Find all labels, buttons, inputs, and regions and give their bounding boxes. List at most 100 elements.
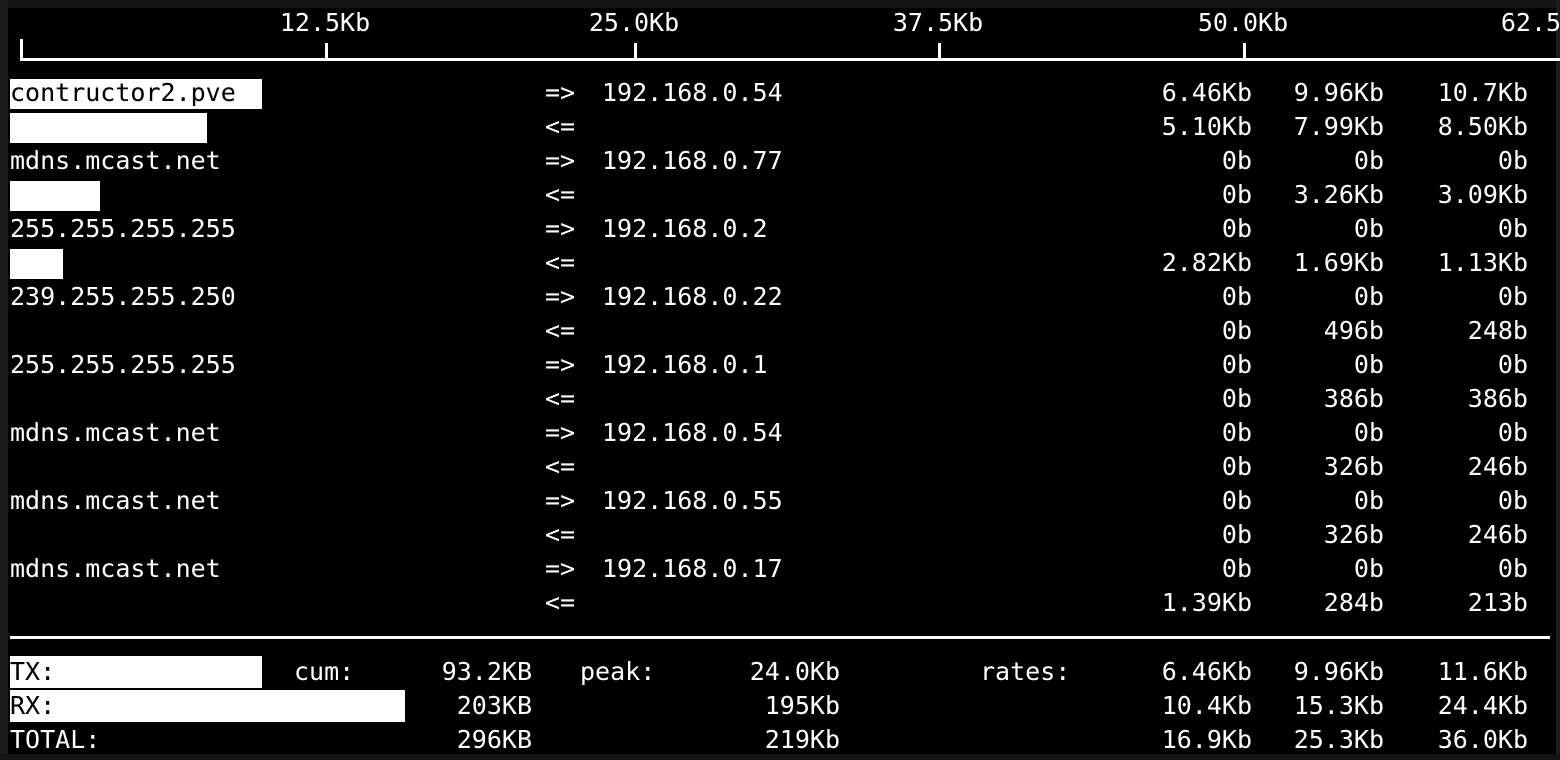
table-row[interactable]: mdns.mcast.net => 192.168.0.77 0b 0b 0b <= 0b 3.… [0, 144, 1560, 212]
direction-send-arrow-icon: => [545, 282, 576, 311]
window-right-edge [1556, 0, 1560, 760]
send-rate-value: 0b [1221, 486, 1252, 515]
recv-bandwidth-bar [10, 181, 100, 211]
connection-recv-line[interactable]: <= 0b 326b 246b [0, 518, 1560, 552]
peer-host-label: 192.168.0.54 [602, 418, 783, 447]
summary-row-label: TX: [10, 657, 56, 686]
connection-send-line[interactable]: 255.255.255.255 => 192.168.0.1 0b 0b 0b [0, 348, 1560, 382]
connection-send-line[interactable]: 255.255.255.255 => 192.168.0.2 0b 0b 0b [0, 212, 1560, 246]
cumulative-value: 93.2KB [441, 657, 532, 686]
peer-host-label: 192.168.0.54 [602, 78, 783, 107]
recv-rate-value: 1.69Kb [1293, 248, 1384, 277]
connection-table[interactable]: contructor2.pve => 192.168.0.54 6.46Kb 9.96K… [0, 76, 1560, 630]
peak-value: 24.0Kb [749, 657, 840, 686]
direction-recv-arrow-icon: <= [545, 520, 576, 549]
peer-host-label: 192.168.0.77 [602, 146, 783, 175]
connection-send-line[interactable]: mdns.mcast.net => 192.168.0.54 0b 0b 0b [0, 416, 1560, 450]
recv-rate-value: 496b [1323, 316, 1384, 345]
connection-send-line[interactable]: 239.255.255.250 => 192.168.0.22 0b 0b 0b [0, 280, 1560, 314]
traffic-summary: TX: cum: peak: rates: 93.2KB 24.0Kb 6.46Kb 9.96… [0, 655, 1560, 760]
connection-send-line[interactable]: mdns.mcast.net => 192.168.0.17 0b 0b 0b [0, 552, 1560, 586]
table-row[interactable]: mdns.mcast.net => 192.168.0.54 0b 0b 0b <= 0b 32… [0, 416, 1560, 484]
direction-send-arrow-icon: => [545, 214, 576, 243]
local-host-label: mdns.mcast.net [10, 418, 221, 447]
summary-rate-value: 24.4Kb [1437, 691, 1528, 720]
send-rate-value: 0b [1497, 350, 1528, 379]
send-rate-value: 0b [1497, 282, 1528, 311]
peer-host-label: 192.168.0.2 [602, 214, 768, 243]
axis-tick [634, 43, 637, 61]
recv-rate-value: 1.39Kb [1161, 588, 1252, 617]
send-rate-value: 0b [1221, 146, 1252, 175]
peak-value: 219Kb [764, 725, 840, 754]
peak-label: peak: [580, 657, 656, 686]
local-host-label: 255.255.255.255 [10, 214, 236, 243]
summary-rate-value: 36.0Kb [1437, 725, 1528, 754]
scale-label: 50.0Kb [1197, 8, 1289, 37]
recv-bandwidth-bar [10, 113, 207, 143]
recv-rate-value: 7.99Kb [1293, 112, 1384, 141]
table-row[interactable]: 255.255.255.255 => 192.168.0.2 0b 0b 0b <= 2.82… [0, 212, 1560, 280]
connection-recv-line[interactable]: <= 2.82Kb 1.69Kb 1.13Kb [0, 246, 1560, 280]
send-rate-value: 0b [1353, 214, 1384, 243]
summary-row-label: RX: [10, 691, 56, 720]
recv-rate-value: 326b [1323, 520, 1384, 549]
scale-label: 37.5Kb [892, 8, 984, 37]
summary-rate-value: 11.6Kb [1437, 657, 1528, 686]
direction-recv-arrow-icon: <= [545, 452, 576, 481]
direction-recv-arrow-icon: <= [545, 316, 576, 345]
connection-send-line[interactable]: contructor2.pve => 192.168.0.54 6.46Kb 9.96K… [0, 76, 1560, 110]
direction-send-arrow-icon: => [545, 78, 576, 107]
connection-recv-line[interactable]: <= 0b 3.26Kb 3.09Kb [0, 178, 1560, 212]
direction-send-arrow-icon: => [545, 418, 576, 447]
peer-host-label: 192.168.0.55 [602, 486, 783, 515]
summary-rate-value: 10.4Kb [1161, 691, 1252, 720]
send-rate-value: 0b [1497, 486, 1528, 515]
table-row[interactable]: contructor2.pve => 192.168.0.54 6.46Kb 9.96K… [0, 76, 1560, 144]
send-rate-value: 10.7Kb [1437, 78, 1528, 107]
send-rate-value: 0b [1353, 486, 1384, 515]
summary-rate-value: 6.46Kb [1161, 657, 1252, 686]
direction-recv-arrow-icon: <= [545, 588, 576, 617]
table-row[interactable]: mdns.mcast.net => 192.168.0.17 0b 0b 0b <= 1.39… [0, 552, 1560, 620]
rates-label: rates: [980, 657, 1071, 686]
recv-rate-value: 0b [1221, 180, 1252, 209]
table-row[interactable]: mdns.mcast.net => 192.168.0.55 0b 0b 0b <= 0b 32… [0, 484, 1560, 552]
table-row[interactable]: 239.255.255.250 => 192.168.0.22 0b 0b 0b <= 0b 4… [0, 280, 1560, 348]
scale-label: 25.0Kb [588, 8, 680, 37]
send-rate-value: 0b [1497, 554, 1528, 583]
summary-row: RX: 203KB 195Kb 10.4Kb 15.3Kb 24.4Kb [0, 689, 1560, 723]
summary-bandwidth-bar [10, 690, 405, 722]
bandwidth-scale-axis: 12.5Kb 25.0Kb 37.5Kb 50.0Kb 62.5Kb [0, 6, 1560, 68]
send-rate-value: 6.46Kb [1161, 78, 1252, 107]
table-summary-divider [10, 636, 1550, 639]
connection-recv-line[interactable]: <= 5.10Kb 7.99Kb 8.50Kb [0, 110, 1560, 144]
connection-send-line[interactable]: mdns.mcast.net => 192.168.0.77 0b 0b 0b [0, 144, 1560, 178]
summary-rate-value: 25.3Kb [1293, 725, 1384, 754]
local-host-label: contructor2.pve [10, 78, 236, 107]
summary-rate-value: 15.3Kb [1293, 691, 1384, 720]
send-rate-value: 0b [1497, 214, 1528, 243]
local-host-label: mdns.mcast.net [10, 554, 221, 583]
recv-rate-value: 2.82Kb [1161, 248, 1252, 277]
table-row[interactable]: 255.255.255.255 => 192.168.0.1 0b 0b 0b <= 0b 38… [0, 348, 1560, 416]
recv-bandwidth-bar [10, 249, 63, 279]
recv-rate-value: 386b [1323, 384, 1384, 413]
local-host-label: 255.255.255.255 [10, 350, 236, 379]
connection-recv-line[interactable]: <= 1.39Kb 284b 213b [0, 586, 1560, 620]
send-rate-value: 0b [1353, 350, 1384, 379]
connection-recv-line[interactable]: <= 0b 386b 386b [0, 382, 1560, 416]
connection-recv-line[interactable]: <= 0b 496b 248b [0, 314, 1560, 348]
summary-row: TOTAL: 296KB 219Kb 16.9Kb 25.3Kb 36.0Kb [0, 723, 1560, 757]
send-rate-value: 0b [1497, 418, 1528, 447]
direction-send-arrow-icon: => [545, 146, 576, 175]
scale-label: 12.5Kb [279, 8, 371, 37]
direction-recv-arrow-icon: <= [545, 384, 576, 413]
recv-rate-value: 246b [1467, 520, 1528, 549]
connection-recv-line[interactable]: <= 0b 326b 246b [0, 450, 1560, 484]
send-rate-value: 0b [1497, 146, 1528, 175]
summary-row-label: TOTAL: [10, 725, 101, 754]
send-rate-value: 0b [1353, 418, 1384, 447]
connection-send-line[interactable]: mdns.mcast.net => 192.168.0.55 0b 0b 0b [0, 484, 1560, 518]
